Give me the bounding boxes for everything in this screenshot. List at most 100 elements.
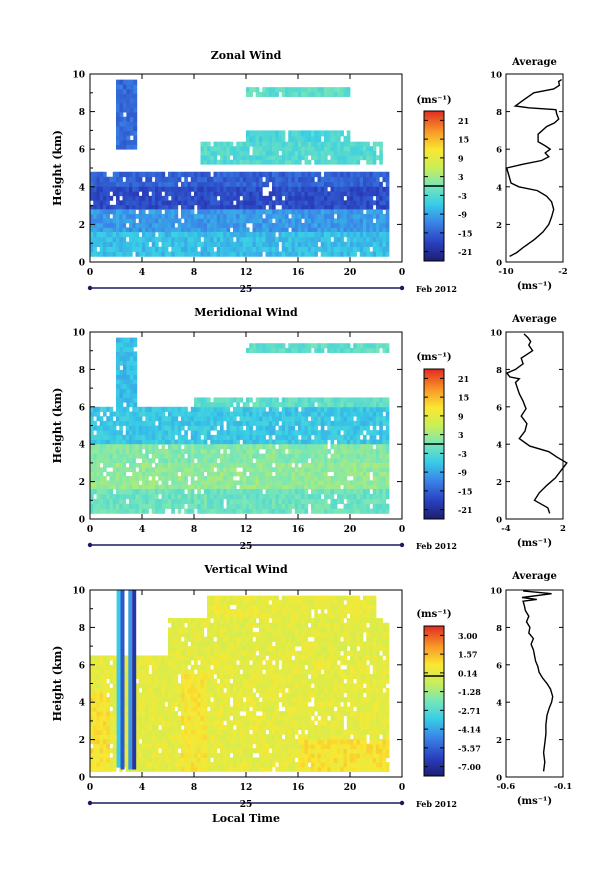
- heatmap-cell: [320, 411, 325, 417]
- heatmap-cell: [210, 444, 214, 450]
- heatmap-cell: [259, 150, 263, 156]
- heatmap-cell: [239, 191, 244, 197]
- heatmap-cell: [350, 416, 354, 422]
- heatmap-cell: [285, 191, 289, 197]
- heatmap-cell: [145, 236, 149, 243]
- heatmap-cell: [99, 678, 104, 684]
- heatmap-cell: [301, 458, 305, 464]
- month-label: Feb 2012: [416, 541, 457, 551]
- heatmap-cell: [116, 231, 120, 238]
- heatmap-cell: [249, 91, 253, 97]
- heatmap-cell: [184, 467, 188, 473]
- heatmap-cell: [90, 227, 94, 233]
- heatmap-cell: [129, 342, 134, 348]
- heatmap-cell: [151, 493, 156, 500]
- heatmap-cell: [145, 411, 149, 417]
- heatmap-cell: [158, 420, 162, 426]
- heatmap-cell: [148, 678, 153, 684]
- heatmap-cell: [281, 209, 286, 215]
- heatmap-cell: [330, 200, 335, 206]
- heatmap-cell: [301, 498, 305, 505]
- heatmap-cell: [129, 425, 133, 431]
- heatmap-cell: [265, 420, 270, 426]
- heatmap-cell: [324, 176, 328, 183]
- heatmap-cell: [294, 484, 299, 490]
- heatmap-cell: [177, 191, 182, 197]
- heatmap-cell: [119, 186, 123, 192]
- heatmap-cell: [132, 453, 136, 459]
- heatmap-cell: [278, 236, 283, 243]
- heatmap-cell: [259, 434, 263, 440]
- heatmap-cell: [317, 155, 322, 161]
- heatmap-cell: [145, 251, 149, 257]
- heatmap-cell: [138, 706, 143, 712]
- heatmap-cell: [125, 231, 130, 238]
- heatmap-cell: [268, 484, 273, 490]
- heatmap-cell: [164, 218, 169, 224]
- heatmap-cell: [385, 218, 390, 224]
- heatmap-cell: [161, 186, 166, 192]
- heatmap-cell: [151, 664, 156, 670]
- heatmap-cell: [346, 448, 351, 454]
- heatmap-cell: [210, 200, 214, 206]
- heatmap-cell: [112, 655, 117, 661]
- heatmap-cell: [148, 420, 153, 426]
- heatmap-cell: [181, 467, 185, 473]
- heatmap-cell: [155, 181, 159, 188]
- heatmap-cell: [122, 135, 127, 141]
- heatmap-cell: [213, 411, 218, 417]
- heatmap-cell: [197, 453, 201, 459]
- heatmap-cell: [382, 200, 387, 206]
- heatmap-cell: [187, 467, 192, 473]
- heatmap-cell: [366, 343, 370, 349]
- heatmap-cell: [252, 150, 257, 156]
- heatmap-cell: [142, 444, 146, 450]
- heatmap-cell: [213, 397, 218, 403]
- heatmap-cell: [359, 181, 364, 188]
- heatmap-cell: [363, 246, 367, 252]
- heatmap-cell: [99, 213, 104, 219]
- heatmap-cell: [301, 171, 305, 178]
- heatmap-cell: [200, 195, 205, 201]
- heatmap-cell: [255, 209, 260, 215]
- heatmap-cell: [239, 176, 244, 183]
- heatmap-cell: [320, 462, 325, 468]
- heatmap-cell: [220, 146, 224, 152]
- heatmap-cell: [161, 434, 166, 440]
- heatmap-cell: [145, 171, 149, 178]
- heatmap-cell: [210, 222, 214, 228]
- heatmap-cell: [151, 683, 156, 689]
- heatmap-cell: [304, 236, 309, 243]
- heatmap-cell: [288, 209, 292, 215]
- heatmap-cell: [177, 241, 182, 247]
- heatmap-cell: [99, 171, 104, 178]
- heatmap-cell: [294, 155, 299, 161]
- heatmap-cell: [246, 462, 250, 468]
- heatmap-cell: [223, 489, 227, 495]
- heatmap-cell: [90, 678, 94, 684]
- heatmap-cell: [268, 444, 273, 450]
- heatmap-cell: [133, 84, 138, 90]
- heatmap-cell: [135, 480, 140, 486]
- heatmap-cell: [314, 503, 318, 509]
- heatmap-cell: [272, 159, 276, 165]
- heatmap-cell: [275, 91, 279, 97]
- heatmap-cell: [226, 503, 231, 509]
- heatmap-cell: [109, 458, 114, 464]
- heatmap-cell: [158, 734, 162, 740]
- heatmap-cell: [220, 434, 224, 440]
- heatmap-cell: [246, 406, 250, 412]
- heatmap-cell: [155, 218, 159, 224]
- heatmap-cell: [119, 480, 123, 486]
- heatmap-cell: [359, 195, 364, 201]
- heatmap-cell: [151, 218, 156, 224]
- heatmap-cell: [327, 402, 331, 408]
- heatmap-cell: [356, 231, 361, 238]
- heatmap-cell: [278, 489, 283, 495]
- heatmap-cell: [320, 471, 325, 477]
- heatmap-cell: [307, 439, 312, 445]
- heatmap-cell: [142, 484, 146, 490]
- x-tick-label: 0: [87, 268, 93, 278]
- heatmap-cell: [249, 467, 253, 473]
- heatmap-cell: [184, 222, 188, 228]
